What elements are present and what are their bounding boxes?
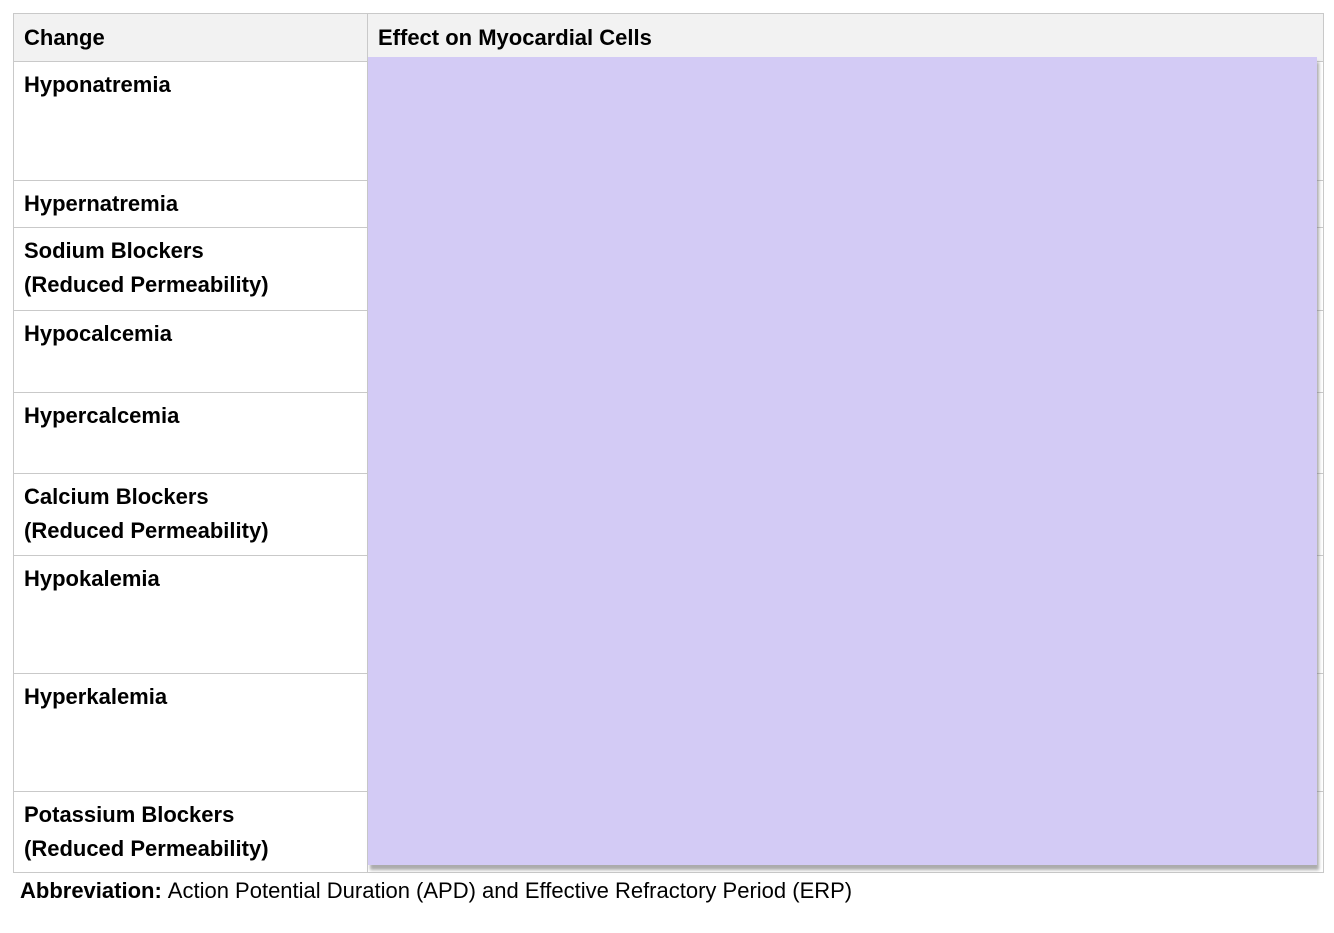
abbreviation-footnote: Abbreviation: Action Potential Duration (… <box>20 876 852 907</box>
change-cell: Hyponatremia <box>13 61 368 182</box>
change-cell: Hypernatremia <box>13 180 368 229</box>
footnote-text: Action Potential Duration (APD) and Effe… <box>167 878 853 903</box>
footnote-label: Abbreviation: <box>20 878 162 903</box>
change-cell: Calcium Blockers (Reduced Permeability) <box>13 473 368 557</box>
column-header-effect: Effect on Myocardial Cells <box>367 12 1324 63</box>
change-cell: Sodium Blockers (Reduced Permeability) <box>13 227 368 312</box>
change-cell: Hypocalcemia <box>13 310 368 394</box>
answer-cover-overlay[interactable] <box>368 57 1317 865</box>
change-cell: Hypercalcemia <box>13 392 368 475</box>
column-header-change: Change <box>13 12 368 63</box>
change-cell: Potassium Blockers (Reduced Permeability… <box>13 791 368 874</box>
change-cell: Hypokalemia <box>13 555 368 675</box>
table-header-row: Change Effect on Myocardial Cells <box>13 12 1324 63</box>
change-cell: Hyperkalemia <box>13 673 368 793</box>
